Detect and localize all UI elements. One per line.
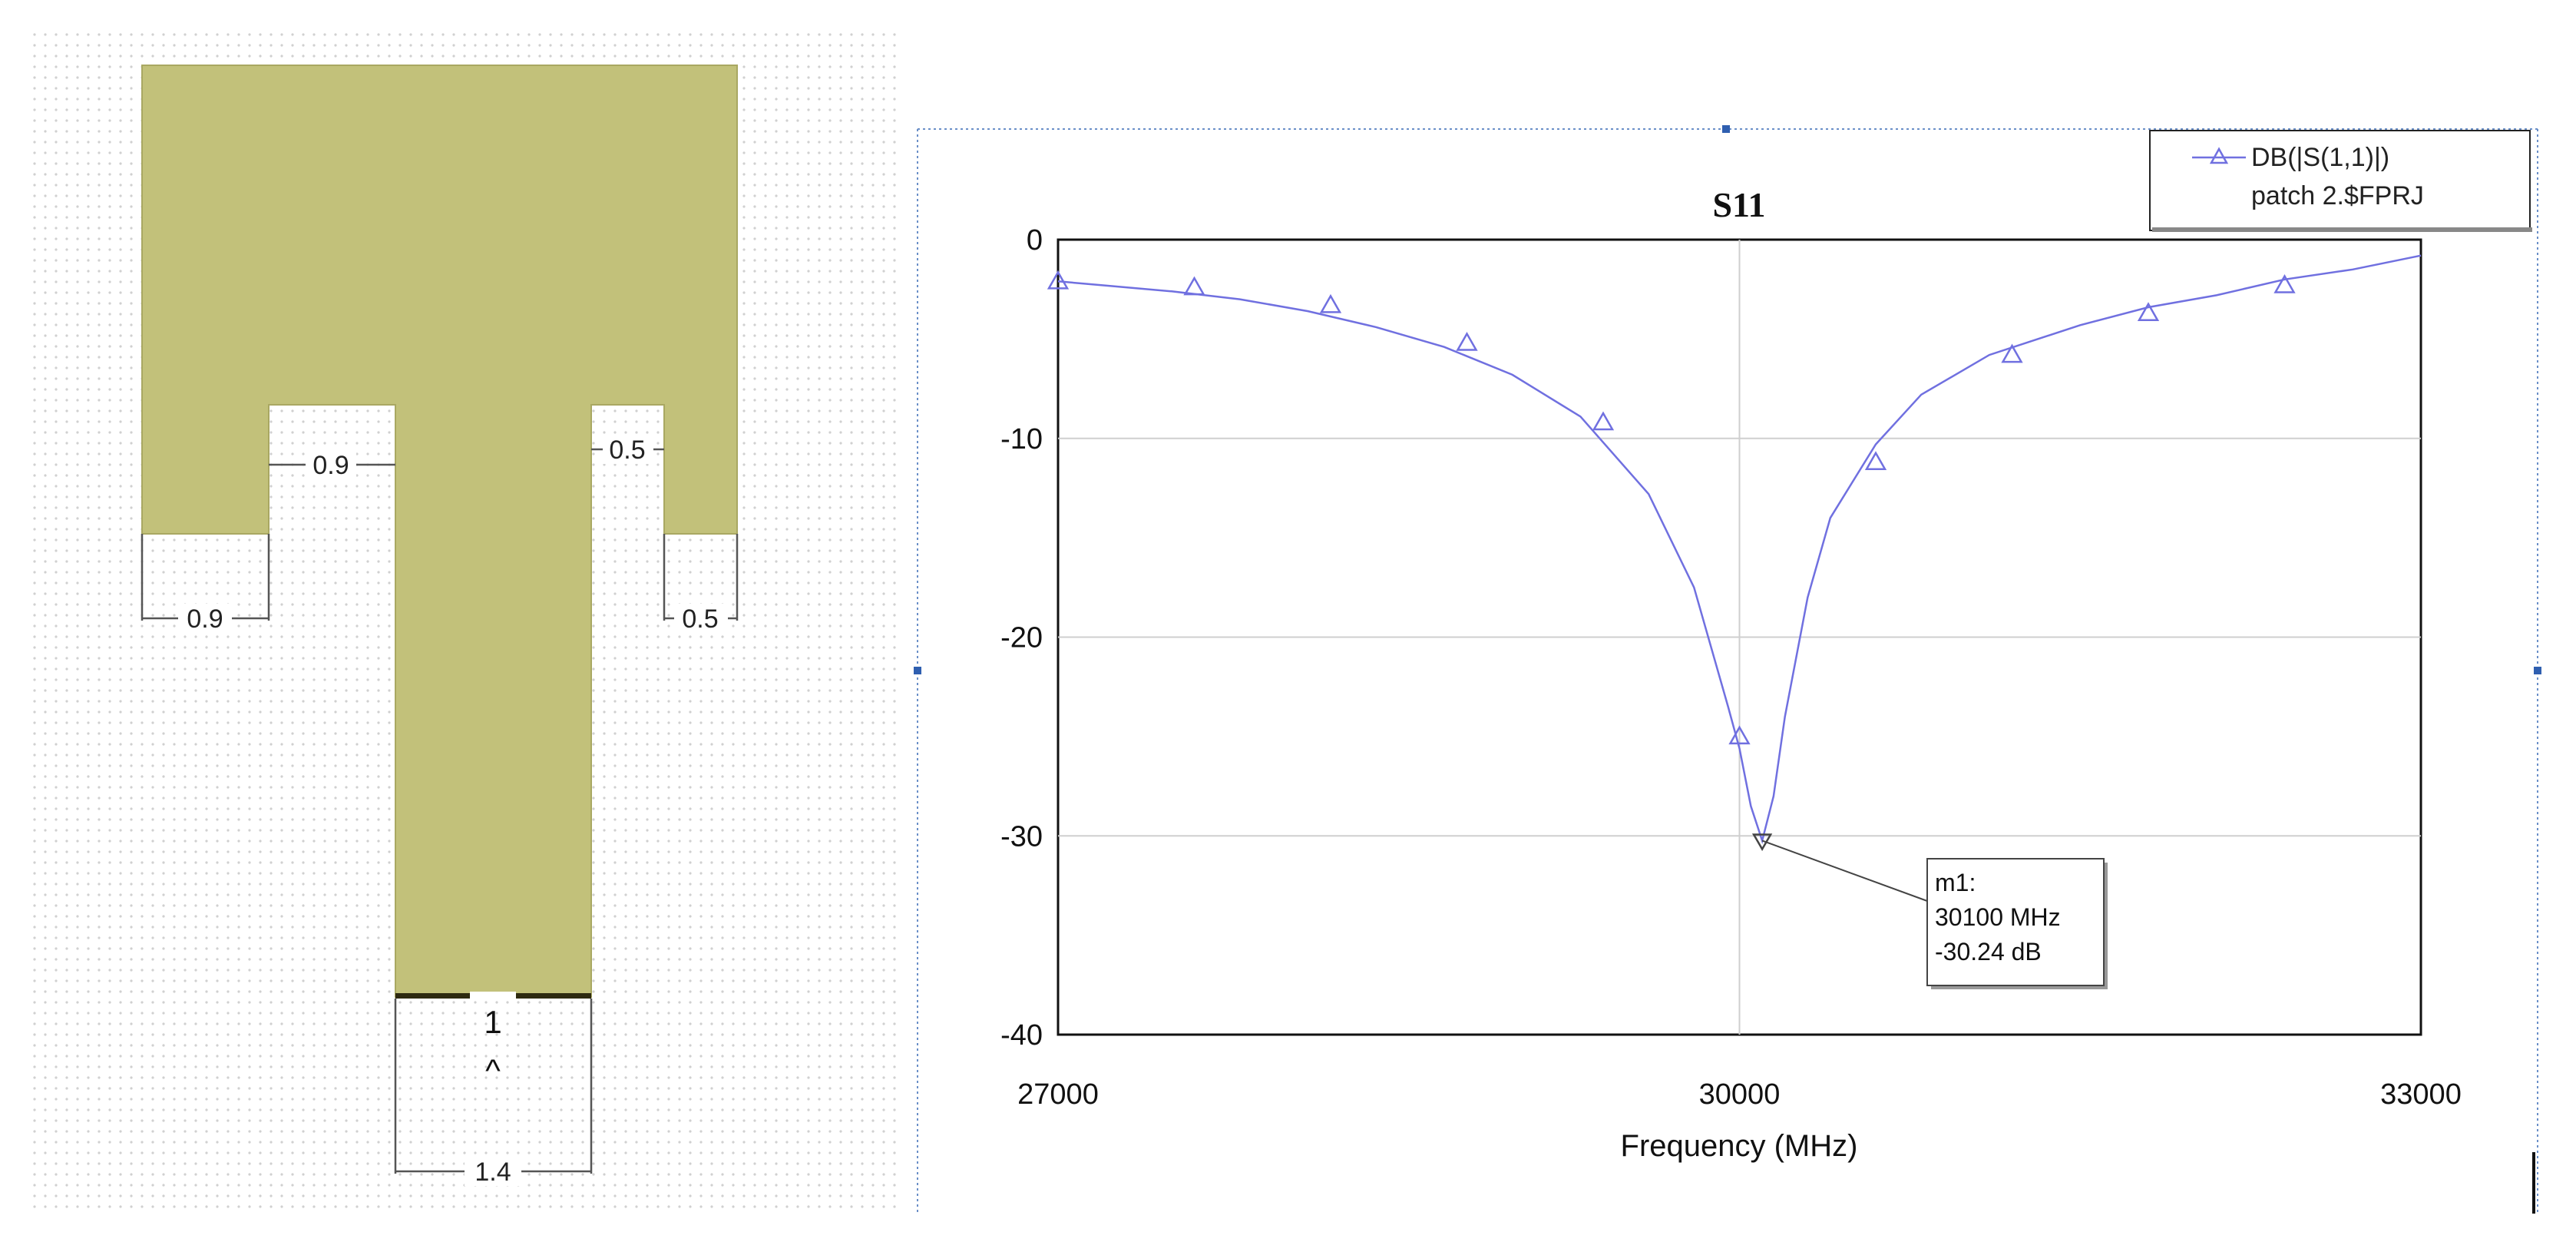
annotation-layer: m1: 30100 MHz -30.24 dB bbox=[1761, 840, 2108, 989]
y-tick-label: -10 bbox=[1000, 423, 1043, 455]
antenna-layout-view: 0.9 0.5 0.9 0.5 1.4 1 ^ bbox=[31, 31, 898, 1214]
annotation-box[interactable] bbox=[1926, 858, 2105, 986]
data-point-marker bbox=[1319, 293, 1342, 313]
data-point-marker bbox=[1456, 332, 1478, 351]
frame-handle-top[interactable] bbox=[1722, 125, 1730, 133]
series-layer bbox=[1047, 254, 2422, 851]
legend-swatch-marker bbox=[2209, 147, 2229, 164]
x-tick-label: 30000 bbox=[1699, 1078, 1781, 1111]
data-point-marker bbox=[1864, 451, 1887, 471]
port-symbol: ^ bbox=[485, 1052, 501, 1088]
legend-box bbox=[2149, 130, 2531, 231]
y-tick-label: -30 bbox=[1000, 820, 1043, 853]
dim-label-bg-outer-right bbox=[674, 604, 728, 633]
dim-label-bg-feed bbox=[465, 1157, 521, 1186]
frame-handle-left[interactable] bbox=[914, 667, 921, 674]
y-tick-label: -20 bbox=[1000, 622, 1043, 654]
y-tick-label: 0 bbox=[1027, 224, 1043, 257]
data-point-marker bbox=[2273, 273, 2296, 293]
data-point-marker bbox=[1183, 276, 1205, 296]
annotation-text: 30100 MHz bbox=[1935, 903, 2061, 931]
dim-label-feed-width: 1.4 bbox=[475, 1158, 511, 1187]
frame-handle-right[interactable] bbox=[2534, 667, 2541, 674]
dim-label-bg-outer-left bbox=[178, 604, 232, 633]
x-tick-label: 33000 bbox=[2380, 1078, 2462, 1111]
dim-label-outer-left: 0.9 bbox=[187, 604, 223, 634]
port-number-label: 1 bbox=[484, 1004, 501, 1040]
y-tick-label: -40 bbox=[1000, 1019, 1043, 1052]
annotation-text: -30.24 dB bbox=[1935, 938, 2042, 965]
data-point-marker bbox=[1728, 725, 1751, 745]
axis-ticks: 0 -10 -20 -30 -40 27000 30000 33000 bbox=[1000, 224, 2462, 1111]
annotation-text: m1: bbox=[1935, 869, 1976, 896]
data-point-marker bbox=[2137, 302, 2160, 321]
data-point-marker bbox=[2001, 343, 2023, 363]
x-tick-label: 27000 bbox=[1017, 1078, 1099, 1111]
s11-chart: 0 -10 -20 -30 -40 27000 30000 33000 m1: 30100 MH… bbox=[914, 125, 2541, 1214]
x-axis-label: Frequency (MHz) bbox=[1621, 1129, 1858, 1163]
data-point-marker bbox=[1047, 270, 1070, 290]
data-point-marker bbox=[1592, 411, 1615, 431]
legend: DB(|S(1,1)|) patch 2.$FPRJ bbox=[2149, 130, 2532, 232]
dim-label-bg-inner-left bbox=[306, 450, 356, 479]
legend-entry-project: patch 2.$FPRJ bbox=[2251, 181, 2424, 210]
annotation-leader-line bbox=[1761, 840, 1928, 902]
legend-shadow bbox=[2152, 227, 2532, 232]
chart-title: S11 bbox=[1712, 185, 1765, 224]
port-gap bbox=[470, 992, 516, 999]
gridlines bbox=[1058, 240, 2421, 1035]
dim-label-inner-right: 0.5 bbox=[609, 436, 645, 465]
dim-label-outer-right: 0.5 bbox=[682, 604, 718, 634]
dim-label-bg-inner-right bbox=[603, 435, 653, 464]
dim-label-inner-left: 0.9 bbox=[312, 451, 349, 480]
legend-entry-series: DB(|S(1,1)|) bbox=[2251, 143, 2389, 172]
series-line-s11 bbox=[1057, 254, 2422, 844]
